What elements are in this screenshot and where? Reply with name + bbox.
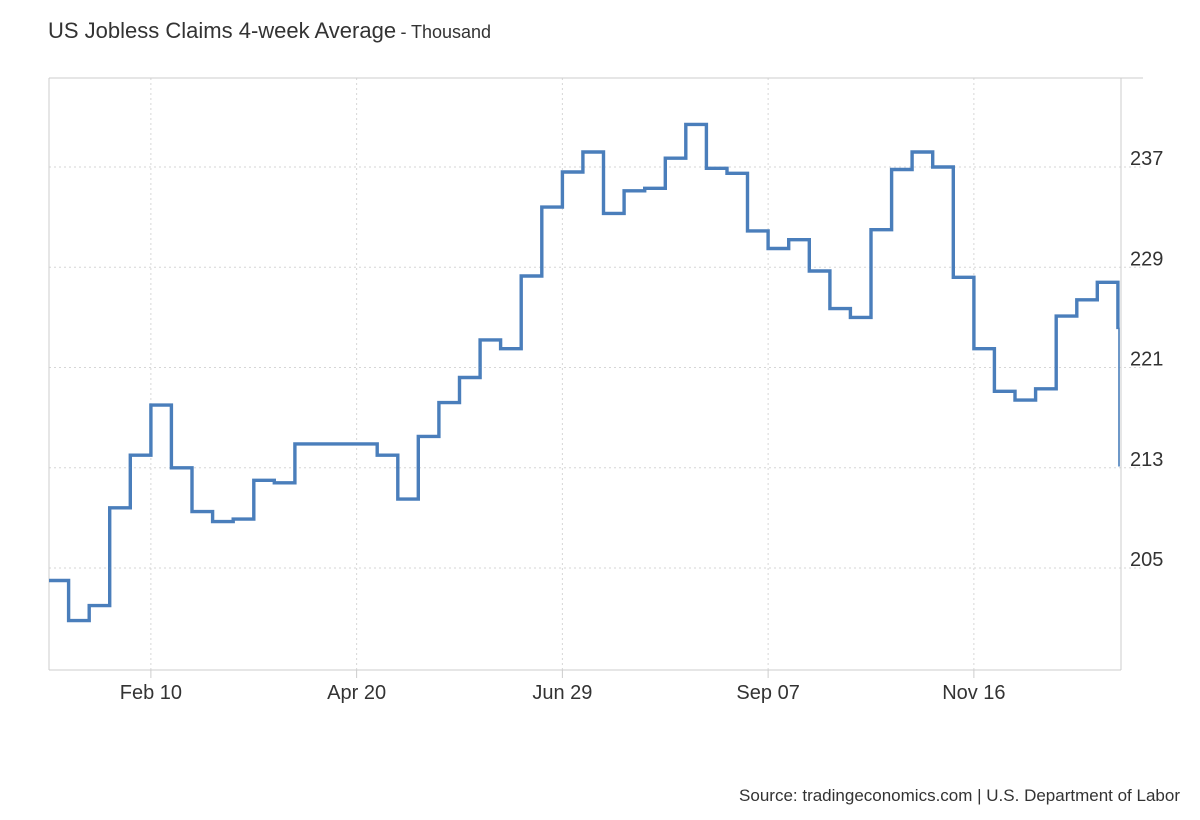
chart-title: US Jobless Claims 4-week Average - Thous… (48, 18, 491, 44)
x-tick-label: Nov 16 (942, 682, 1005, 704)
y-tick-label: 213 (1130, 449, 1163, 471)
y-tick-label: 229 (1130, 248, 1163, 270)
chart-title-unit: Thousand (411, 22, 492, 42)
x-tick-label: Sep 07 (736, 682, 799, 704)
y-tick-label: 205 (1130, 549, 1163, 571)
x-tick-label: Feb 10 (120, 682, 182, 704)
chart-title-main: US Jobless Claims 4-week Average (48, 18, 397, 43)
axis-layer (48, 77, 1143, 678)
source-note: Source: tradingeconomics.com | U.S. Depa… (739, 786, 1180, 805)
label-layer: 205 213 221 229 237 Feb 10 Apr 20 Jun 29 Sep 07 N… (120, 148, 1164, 704)
y-tick-label: 221 (1130, 349, 1163, 371)
x-tick-label: Apr 20 (327, 682, 386, 704)
chart-title-separator: - (400, 22, 407, 42)
grid-layer (49, 78, 1143, 670)
y-tick-label: 237 (1130, 148, 1163, 170)
series-layer (49, 122, 1120, 623)
x-tick-label: Jun 29 (532, 682, 592, 704)
series-line (49, 122, 1120, 623)
